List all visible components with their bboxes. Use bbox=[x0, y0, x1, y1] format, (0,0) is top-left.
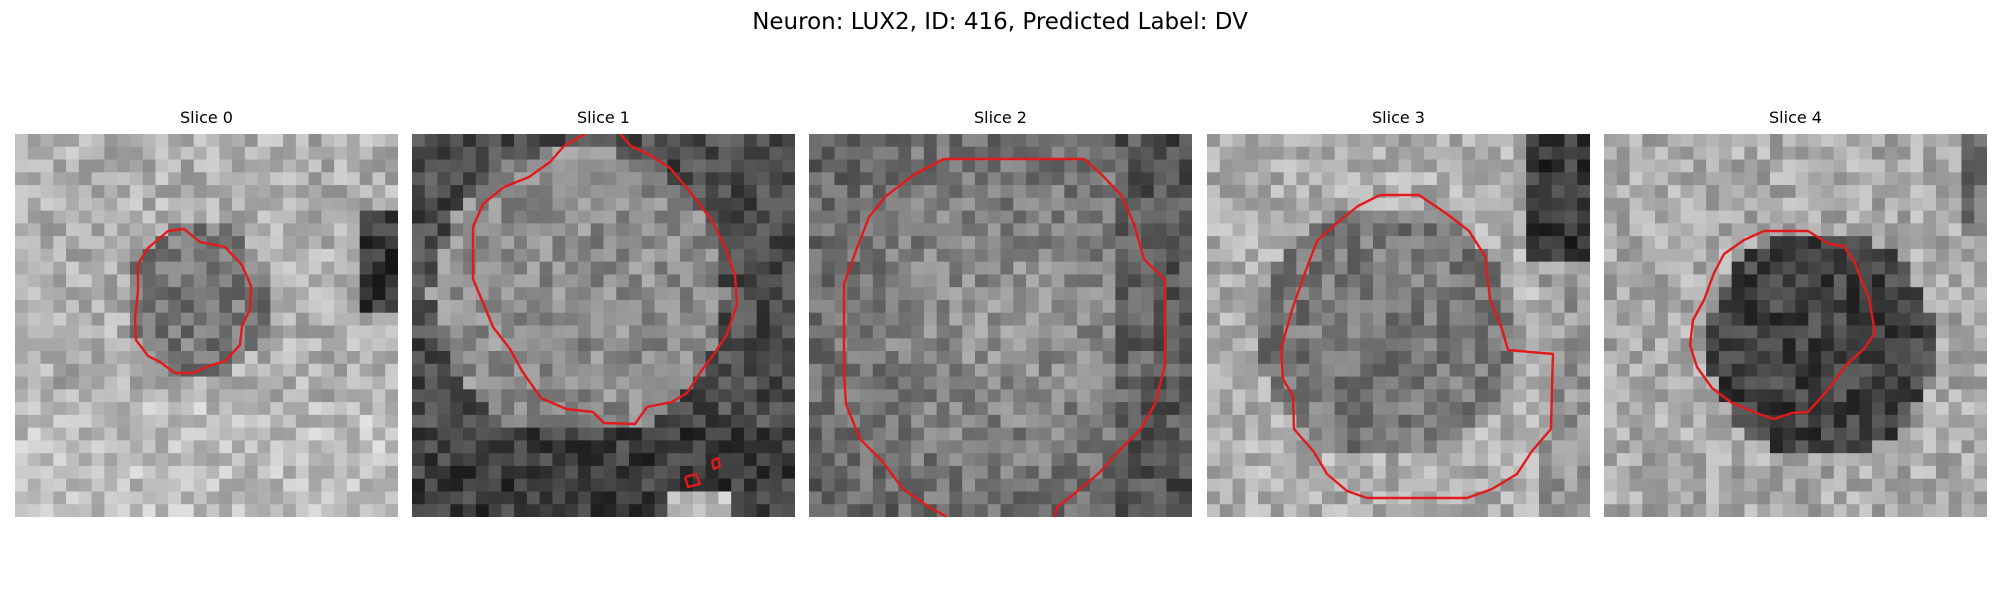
slice-panel-0: Slice 0 bbox=[15, 108, 398, 520]
slice-image-2 bbox=[809, 134, 1192, 517]
slice-panel-2: Slice 2 bbox=[809, 108, 1192, 520]
slice-contour-0 bbox=[133, 227, 253, 375]
slice-contour-2 bbox=[842, 157, 1167, 517]
slice-title-2: Slice 2 bbox=[974, 108, 1027, 127]
slice-title-1: Slice 1 bbox=[577, 108, 630, 127]
slice-image-0 bbox=[15, 134, 398, 517]
slice-pixels-0 bbox=[15, 134, 398, 517]
slice-panel-1: Slice 1 bbox=[412, 108, 795, 520]
slice-title-3: Slice 3 bbox=[1372, 108, 1425, 127]
slice-pixels-3 bbox=[1207, 134, 1590, 517]
slice-title-0: Slice 0 bbox=[180, 108, 233, 127]
slice-contour-1c bbox=[710, 456, 722, 471]
slice-pixels-2 bbox=[809, 134, 1192, 517]
slice-contour-1 bbox=[471, 134, 739, 426]
slice-contour-3 bbox=[1279, 193, 1555, 500]
figure-title: Neuron: LUX2, ID: 416, Predicted Label: … bbox=[752, 9, 1248, 35]
slice-image-4 bbox=[1604, 134, 1987, 517]
slice-pixels-4 bbox=[1604, 134, 1987, 517]
slice-contour-1b bbox=[683, 472, 702, 489]
slice-image-1 bbox=[412, 134, 795, 517]
slice-title-4: Slice 4 bbox=[1769, 108, 1822, 127]
slice-pixels-1 bbox=[412, 134, 795, 517]
slice-panel-3: Slice 3 bbox=[1207, 108, 1590, 520]
slice-panel-4: Slice 4 bbox=[1604, 108, 1987, 520]
slice-contour-4 bbox=[1688, 229, 1877, 421]
slice-image-3 bbox=[1207, 134, 1590, 517]
